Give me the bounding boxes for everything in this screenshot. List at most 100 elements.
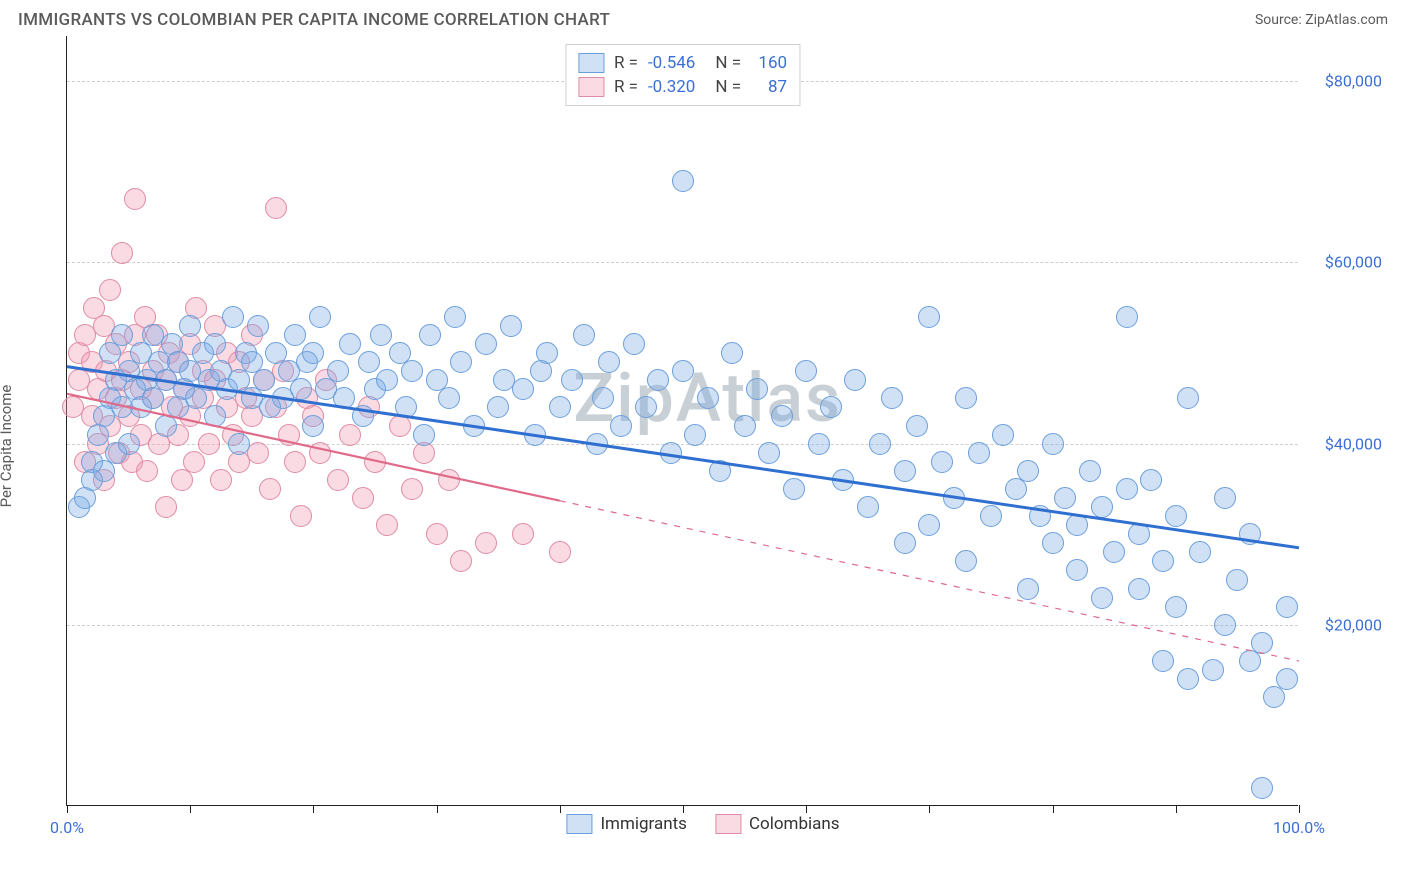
scatter-point-immigrants bbox=[709, 460, 731, 482]
legend-label: Colombians bbox=[749, 814, 840, 834]
legend-n-label: N = bbox=[715, 77, 741, 97]
scatter-point-immigrants bbox=[1239, 650, 1261, 672]
x-tick bbox=[190, 805, 191, 813]
scatter-point-immigrants bbox=[869, 433, 891, 455]
scatter-point-immigrants bbox=[1103, 541, 1125, 563]
scatter-point-colombians bbox=[339, 424, 361, 446]
legend-item: Immigrants bbox=[566, 814, 687, 834]
x-tick bbox=[806, 805, 807, 813]
scatter-point-colombians bbox=[265, 197, 287, 219]
scatter-point-immigrants bbox=[204, 333, 226, 355]
scatter-point-immigrants bbox=[290, 378, 312, 400]
y-tick-label: $40,000 bbox=[1325, 434, 1382, 453]
chart-title: IMMIGRANTS VS COLOMBIAN PER CAPITA INCOM… bbox=[18, 10, 610, 30]
scatter-point-colombians bbox=[450, 550, 472, 572]
scatter-point-immigrants bbox=[672, 360, 694, 382]
x-tick bbox=[437, 805, 438, 813]
scatter-point-immigrants bbox=[672, 170, 694, 192]
scatter-point-immigrants bbox=[1029, 505, 1051, 527]
scatter-point-immigrants bbox=[179, 315, 201, 337]
scatter-point-immigrants bbox=[660, 442, 682, 464]
scatter-point-immigrants bbox=[333, 387, 355, 409]
scatter-point-immigrants bbox=[955, 387, 977, 409]
scatter-point-immigrants bbox=[352, 405, 374, 427]
scatter-point-immigrants bbox=[918, 306, 940, 328]
scatter-point-immigrants bbox=[918, 514, 940, 536]
scatter-point-colombians bbox=[549, 541, 571, 563]
scatter-point-immigrants bbox=[697, 387, 719, 409]
scatter-point-immigrants bbox=[302, 415, 324, 437]
scatter-point-immigrants bbox=[1091, 496, 1113, 518]
scatter-point-colombians bbox=[364, 451, 386, 473]
legend-row: R =-0.546N =160 bbox=[578, 51, 787, 75]
scatter-point-immigrants bbox=[980, 505, 1002, 527]
scatter-point-immigrants bbox=[734, 415, 756, 437]
scatter-point-immigrants bbox=[610, 415, 632, 437]
scatter-point-immigrants bbox=[253, 369, 275, 391]
gridline-h bbox=[67, 625, 1298, 626]
scatter-point-colombians bbox=[210, 469, 232, 491]
scatter-point-immigrants bbox=[623, 333, 645, 355]
scatter-point-immigrants bbox=[592, 387, 614, 409]
legend-n-value: 160 bbox=[751, 53, 787, 73]
scatter-point-immigrants bbox=[1251, 777, 1273, 799]
scatter-point-immigrants bbox=[1251, 632, 1273, 654]
x-tick bbox=[683, 805, 684, 813]
scatter-point-colombians bbox=[171, 469, 193, 491]
scatter-point-immigrants bbox=[1152, 650, 1174, 672]
scatter-point-immigrants bbox=[419, 324, 441, 346]
scatter-point-immigrants bbox=[228, 433, 250, 455]
scatter-point-colombians bbox=[512, 523, 534, 545]
x-tick bbox=[1053, 805, 1054, 813]
scatter-point-immigrants bbox=[906, 415, 928, 437]
scatter-point-colombians bbox=[99, 279, 121, 301]
scatter-point-immigrants bbox=[413, 424, 435, 446]
x-tick bbox=[313, 805, 314, 813]
scatter-point-colombians bbox=[111, 242, 133, 264]
scatter-point-immigrants bbox=[1079, 460, 1101, 482]
scatter-point-immigrants bbox=[1214, 614, 1236, 636]
scatter-point-immigrants bbox=[142, 387, 164, 409]
scatter-point-immigrants bbox=[881, 387, 903, 409]
scatter-point-immigrants bbox=[327, 360, 349, 382]
scatter-point-colombians bbox=[426, 523, 448, 545]
source-label: Source: bbox=[1255, 12, 1305, 28]
scatter-point-immigrants bbox=[1128, 578, 1150, 600]
y-axis-label: Per Capita Income bbox=[0, 385, 15, 508]
scatter-point-immigrants bbox=[395, 396, 417, 418]
scatter-point-immigrants bbox=[450, 351, 472, 373]
scatter-point-immigrants bbox=[771, 405, 793, 427]
legend-swatch bbox=[578, 53, 604, 73]
correlation-legend: R =-0.546N =160R =-0.320N =87 bbox=[565, 44, 800, 106]
scatter-point-immigrants bbox=[284, 324, 306, 346]
chart-header: IMMIGRANTS VS COLOMBIAN PER CAPITA INCOM… bbox=[0, 0, 1406, 36]
scatter-point-immigrants bbox=[524, 424, 546, 446]
scatter-point-immigrants bbox=[758, 442, 780, 464]
scatter-point-immigrants bbox=[832, 469, 854, 491]
scatter-point-immigrants bbox=[1116, 306, 1138, 328]
scatter-point-immigrants bbox=[185, 387, 207, 409]
scatter-point-colombians bbox=[259, 478, 281, 500]
scatter-point-immigrants bbox=[820, 396, 842, 418]
legend-row: R =-0.320N =87 bbox=[578, 75, 787, 99]
legend-n-value: 87 bbox=[751, 77, 787, 97]
scatter-point-immigrants bbox=[1128, 523, 1150, 545]
scatter-point-immigrants bbox=[1116, 478, 1138, 500]
legend-r-label: R = bbox=[614, 77, 638, 97]
plot-region: ZipAtlas R =-0.546N =160R =-0.320N =87 $… bbox=[66, 36, 1298, 806]
legend-r-label: R = bbox=[614, 53, 638, 73]
scatter-point-immigrants bbox=[561, 369, 583, 391]
y-tick-label: $20,000 bbox=[1325, 615, 1382, 634]
scatter-point-immigrants bbox=[358, 351, 380, 373]
scatter-point-immigrants bbox=[111, 324, 133, 346]
scatter-point-colombians bbox=[327, 469, 349, 491]
scatter-point-immigrants bbox=[247, 315, 269, 337]
scatter-point-colombians bbox=[136, 460, 158, 482]
scatter-point-immigrants bbox=[376, 369, 398, 391]
scatter-point-colombians bbox=[475, 532, 497, 554]
legend-swatch bbox=[578, 77, 604, 97]
scatter-point-immigrants bbox=[684, 424, 706, 446]
scatter-point-immigrants bbox=[647, 369, 669, 391]
scatter-point-immigrants bbox=[1165, 596, 1187, 618]
scatter-point-immigrants bbox=[155, 415, 177, 437]
